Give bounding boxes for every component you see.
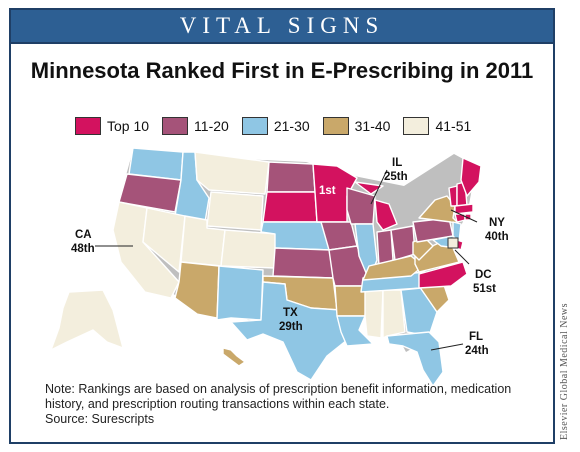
state-vt — [448, 185, 458, 207]
footnote-source: Source: Surescripts — [45, 412, 155, 426]
banner-title: VITAL SIGNS — [179, 13, 385, 38]
legend-swatch-41-51 — [403, 117, 430, 135]
label-dc-state: DC — [475, 269, 492, 281]
state-ma — [454, 203, 474, 215]
state-sd — [262, 191, 318, 223]
state-ky — [362, 255, 424, 281]
leader-fl — [430, 343, 464, 351]
label-dc-rank: 51st — [473, 283, 496, 295]
map-legend: Top 10 11-20 21-30 31-40 41-51 — [75, 114, 484, 138]
footnote: Note: Rankings are based on analysis of … — [45, 382, 535, 427]
label-ny-state: NY — [489, 217, 505, 229]
page-title: Minnesota Ranked First in E-Prescribing … — [30, 58, 534, 83]
state-ms — [364, 289, 384, 339]
state-fl — [386, 331, 444, 387]
legend-label-top10: Top 10 — [107, 118, 150, 134]
footnote-text: Note: Rankings are based on analysis of … — [45, 382, 512, 411]
legend-label-11-20: 11-20 — [194, 118, 229, 134]
label-il-rank: 25th — [384, 171, 408, 183]
state-ct — [454, 213, 466, 223]
legend-swatch-21-30 — [241, 117, 268, 135]
legend-label-41-51: 41-51 — [435, 118, 472, 134]
legend-item-11-20: 11-20 — [162, 117, 229, 135]
state-co — [220, 229, 278, 269]
leader-il — [370, 169, 388, 205]
label-tx-state: TX — [283, 307, 298, 319]
state-hi — [222, 347, 246, 367]
state-az — [174, 261, 220, 319]
state-nd — [266, 161, 316, 193]
leader-ny — [450, 209, 478, 223]
us-map-container: .st { stroke: #ffffff; stroke-width: 1.4… — [11, 10, 557, 446]
legend-swatch-11-20 — [162, 117, 189, 135]
state-nm — [216, 265, 264, 321]
legend-item-31-40: 31-40 — [322, 117, 391, 135]
us-map: .st { stroke: #ffffff; stroke-width: 1.4… — [50, 147, 509, 387]
legend-label-31-40: 31-40 — [354, 118, 391, 134]
state-mi — [374, 199, 398, 231]
label-ca-rank: 48th — [71, 243, 95, 255]
state-oh — [390, 225, 416, 261]
state-nc — [418, 261, 468, 289]
legend-item-top10: Top 10 — [75, 117, 149, 135]
leader-dc — [454, 249, 470, 265]
state-tx — [230, 281, 348, 381]
state-dc-box — [447, 237, 459, 249]
label-tx-rank: 29th — [279, 321, 303, 333]
legend-swatch-top10 — [75, 117, 101, 135]
label-il-state: IL — [392, 157, 402, 169]
infographic-frame: VITAL SIGNS Minnesota Ranked First in E-… — [9, 8, 555, 444]
state-ak — [50, 289, 124, 351]
legend-item-41-51: 41-51 — [403, 117, 471, 135]
label-ny-rank: 40th — [485, 231, 509, 243]
state-wy — [206, 191, 264, 231]
state-me — [460, 157, 482, 197]
label-mn-rank: 1st — [319, 185, 336, 197]
label-ca-state: CA — [75, 229, 92, 241]
state-nv — [142, 207, 186, 273]
label-fl-state: FL — [469, 331, 483, 343]
legend-item-21-30: 21-30 — [241, 117, 310, 135]
state-mt — [194, 151, 270, 195]
label-fl-rank: 24th — [465, 345, 489, 357]
legend-label-21-30: 21-30 — [273, 118, 310, 134]
state-ks — [272, 247, 334, 279]
legend-swatch-31-40 — [322, 117, 349, 135]
publisher-credit: Elsevier Global Medical News — [559, 302, 570, 440]
state-mi-up — [354, 181, 384, 195]
vital-signs-banner: VITAL SIGNS — [11, 10, 553, 44]
